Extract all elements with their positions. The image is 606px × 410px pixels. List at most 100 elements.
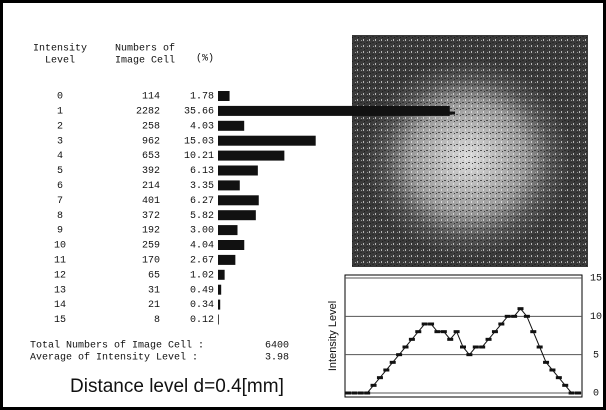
count-label: 401: [142, 196, 160, 207]
bar: [218, 120, 245, 131]
profile-point: [517, 307, 524, 311]
count-label: 170: [142, 256, 160, 267]
count-label: 114: [142, 92, 160, 103]
profile-point: [415, 330, 422, 334]
profile-point: [376, 376, 383, 380]
percent-label: 15.03: [184, 136, 214, 147]
level-label: 8: [57, 211, 63, 222]
column-label: Numbers of: [115, 43, 175, 55]
column-label: (%): [196, 53, 214, 65]
level-label: 4: [57, 151, 63, 162]
profile-point: [357, 391, 364, 395]
profile-point: [485, 337, 492, 341]
percent-label: 1.02: [190, 270, 214, 281]
profile-point: [440, 330, 447, 334]
total-value: 6400: [265, 341, 289, 352]
profile-point: [421, 322, 428, 326]
percent-label: 0.12: [190, 315, 214, 326]
profile-point: [383, 368, 390, 372]
column-label: Image Cell: [115, 55, 175, 67]
percent-label: 3.35: [190, 181, 214, 192]
percent-label: 3.00: [190, 226, 214, 237]
profile-point: [549, 368, 556, 372]
average-value: 3.98: [265, 353, 289, 364]
profile-point: [479, 345, 486, 349]
profile-point: [562, 383, 569, 387]
profile-point: [472, 345, 479, 349]
bar: [218, 135, 316, 146]
level-label: 1: [57, 107, 63, 118]
percent-label: 0.49: [190, 285, 214, 296]
bar: [218, 180, 240, 191]
profile-point: [402, 345, 409, 349]
profile-point: [543, 360, 550, 364]
count-label: 214: [142, 181, 160, 192]
count-label: 192: [142, 226, 160, 237]
bar: [218, 210, 256, 221]
bar: [218, 284, 222, 295]
profile-point: [396, 353, 403, 357]
profile-point: [345, 391, 351, 395]
percent-label: 0.34: [190, 300, 214, 311]
percent-label: 10.21: [184, 151, 214, 162]
count-label: 259: [142, 241, 160, 252]
profile-point: [536, 345, 543, 349]
y-axis-label: Intensity Level: [327, 301, 339, 371]
count-label: 962: [142, 136, 160, 147]
level-label: 11: [54, 256, 66, 267]
profile-point: [428, 322, 435, 326]
profile-point: [364, 391, 371, 395]
profile-point: [498, 322, 505, 326]
count-label: 653: [142, 151, 160, 162]
y-tick-label: 15: [590, 274, 602, 285]
total-label: Total Numbers of Image Cell :: [30, 340, 204, 352]
profile-frame: [344, 274, 583, 398]
profile-point: [575, 391, 581, 395]
level-label: 5: [57, 166, 63, 177]
bar: [218, 314, 219, 325]
profile-point: [453, 330, 460, 334]
percent-label: 2.67: [190, 256, 214, 267]
percent-label: 6.27: [190, 196, 214, 207]
bar: [218, 240, 245, 250]
bar: [218, 269, 225, 280]
profile-point: [408, 337, 415, 341]
percent-label: 6.13: [190, 166, 214, 177]
profile-point: [447, 337, 454, 341]
bar: [218, 299, 221, 310]
average-label: Average of Intensity Level :: [30, 352, 198, 364]
percent-label: 4.04: [190, 241, 214, 252]
profile-point: [351, 391, 358, 395]
bar: [218, 105, 450, 116]
level-label: 6: [57, 181, 63, 192]
sample-image: [352, 35, 588, 267]
count-label: 2282: [136, 107, 160, 118]
level-label: 14: [54, 300, 66, 311]
profile-point: [491, 330, 498, 334]
level-label: 12: [54, 270, 66, 281]
bar: [218, 91, 230, 101]
column-label: Level: [45, 55, 75, 67]
profile-point: [568, 391, 575, 395]
count-label: 21: [148, 300, 160, 311]
level-label: 0: [57, 92, 63, 103]
bar: [218, 150, 285, 161]
profile-point: [370, 383, 377, 387]
profile-point: [511, 314, 518, 318]
y-tick-label: 10: [590, 312, 602, 323]
level-label: 7: [57, 196, 63, 207]
y-tick-label: 0: [593, 389, 599, 400]
level-label: 15: [54, 315, 66, 326]
profile-point: [434, 330, 441, 334]
level-label: 9: [57, 226, 63, 237]
count-label: 31: [148, 285, 160, 296]
count-label: 258: [142, 121, 160, 132]
percent-label: 5.82: [190, 211, 214, 222]
level-label: 13: [54, 285, 66, 296]
profile-point: [466, 353, 473, 357]
bar: [218, 254, 236, 265]
profile-point: [460, 345, 466, 349]
count-label: 65: [148, 270, 160, 281]
